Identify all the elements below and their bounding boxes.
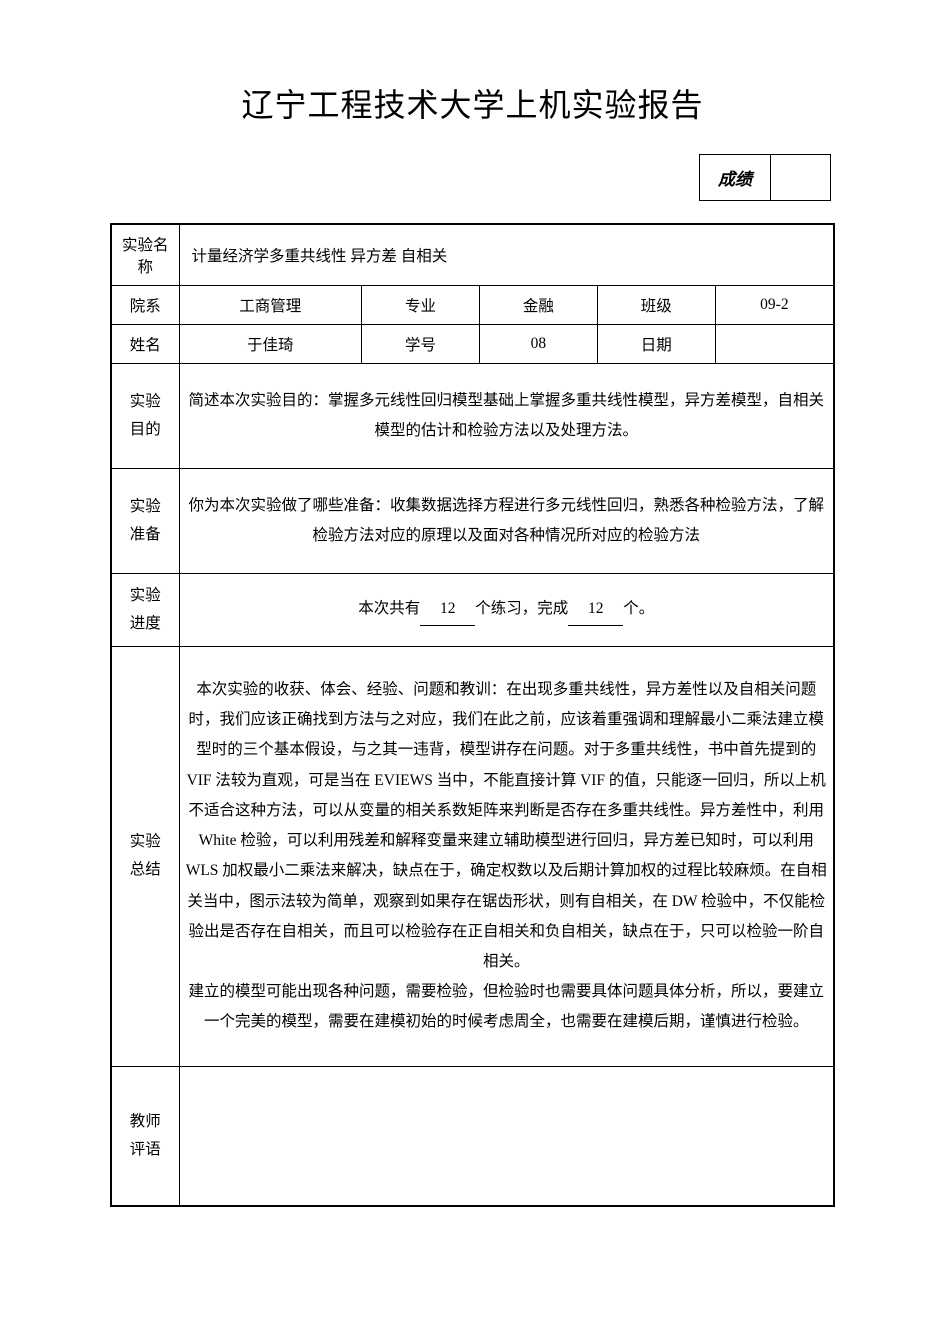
document-title: 辽宁工程技术大学上机实验报告 <box>110 80 835 126</box>
progress-done: 12 <box>568 594 623 625</box>
progress-total: 12 <box>420 594 475 625</box>
class-value: 09-2 <box>715 286 834 325</box>
id-label: 学号 <box>362 325 480 364</box>
teacher-text <box>179 1066 834 1206</box>
progress-text: 本次共有12个练习，完成12个。 <box>179 574 834 647</box>
row-prep: 实验 准备 你为本次实验做了哪些准备：收集数据选择方程进行多元线性回归，熟悉各种… <box>111 469 834 574</box>
progress-suffix: 个。 <box>623 600 654 617</box>
row-summary: 实验 总结 本次实验的收获、体会、经验、问题和教训：在出现多重共线性，异方差性以… <box>111 646 834 1066</box>
score-row: 成绩 <box>110 154 835 201</box>
row-goal: 实验 目的 简述本次实验目的：掌握多元线性回归模型基础上掌握多重共线性模型，异方… <box>111 364 834 469</box>
goal-label: 实验 目的 <box>111 364 179 469</box>
row-progress: 实验 进度 本次共有12个练习，完成12个。 <box>111 574 834 647</box>
dept-label: 院系 <box>111 286 179 325</box>
goal-text: 简述本次实验目的：掌握多元线性回归模型基础上掌握多重共线性模型，异方差模型，自相… <box>179 364 834 469</box>
summary-label: 实验 总结 <box>111 646 179 1066</box>
report-table: 实验名称 计量经济学多重共线性 异方差 自相关 院系 工商管理 专业 金融 班级… <box>110 223 835 1207</box>
major-label: 专业 <box>362 286 480 325</box>
date-label: 日期 <box>597 325 715 364</box>
row-name: 姓名 于佳琦 学号 08 日期 <box>111 325 834 364</box>
prep-text: 你为本次实验做了哪些准备：收集数据选择方程进行多元线性回归，熟悉各种检验方法，了… <box>179 469 834 574</box>
score-value <box>771 154 831 201</box>
exp-name-value: 计量经济学多重共线性 异方差 自相关 <box>179 224 834 286</box>
exp-name-label: 实验名称 <box>111 224 179 286</box>
row-department: 院系 工商管理 专业 金融 班级 09-2 <box>111 286 834 325</box>
row-experiment-name: 实验名称 计量经济学多重共线性 异方差 自相关 <box>111 224 834 286</box>
summary-text: 本次实验的收获、体会、经验、问题和教训：在出现多重共线性，异方差性以及自相关问题… <box>179 646 834 1066</box>
id-value: 08 <box>479 325 597 364</box>
dept-value: 工商管理 <box>179 286 362 325</box>
name-value: 于佳琦 <box>179 325 362 364</box>
teacher-label: 教师 评语 <box>111 1066 179 1206</box>
prep-label: 实验 准备 <box>111 469 179 574</box>
score-label: 成绩 <box>699 154 771 201</box>
date-value <box>715 325 834 364</box>
progress-prefix: 本次共有 <box>358 600 420 617</box>
row-teacher: 教师 评语 <box>111 1066 834 1206</box>
major-value: 金融 <box>479 286 597 325</box>
progress-mid: 个练习，完成 <box>475 600 568 617</box>
class-label: 班级 <box>597 286 715 325</box>
page-container: 辽宁工程技术大学上机实验报告 成绩 实验名称 计量经济学多重共线性 异方差 自相… <box>0 0 945 1247</box>
progress-label: 实验 进度 <box>111 574 179 647</box>
name-label: 姓名 <box>111 325 179 364</box>
